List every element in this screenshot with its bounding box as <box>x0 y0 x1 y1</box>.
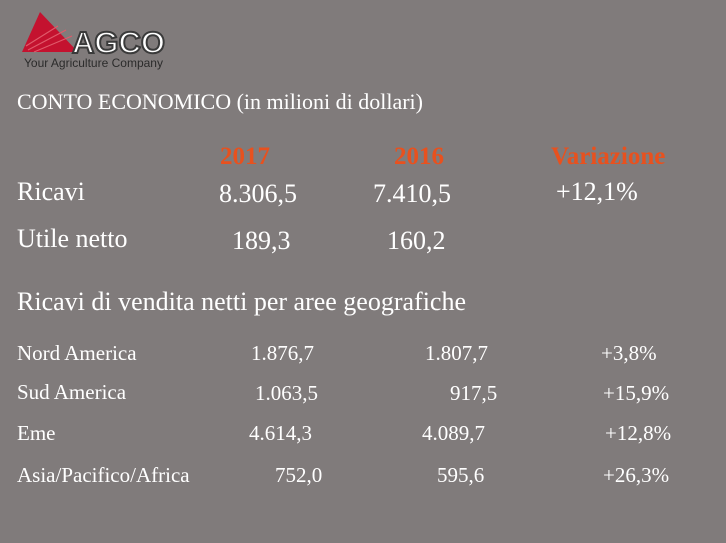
summary-label: Utile netto <box>17 224 128 253</box>
summary-variation: +12,1% <box>556 177 638 206</box>
header-variation: Variazione <box>551 143 666 170</box>
region-variation: +15,9% <box>603 381 670 405</box>
region-variation: +26,3% <box>603 463 670 487</box>
region-value-2016: 1.807,7 <box>425 341 488 365</box>
agco-triangle-icon <box>22 12 78 53</box>
summary-value-2017: 8.306,5 <box>219 179 297 208</box>
region-value-2017: 4.614,3 <box>249 421 312 445</box>
region-label: Asia/Pacifico/Africa <box>17 463 190 487</box>
region-value-2016: 917,5 <box>450 381 498 405</box>
region-variation: +3,8% <box>601 341 657 365</box>
page-title: CONTO ECONOMICO (in milioni di dollari) <box>17 89 423 114</box>
region-label: Eme <box>17 421 56 445</box>
summary-value-2016: 160,2 <box>387 226 446 255</box>
header-2016: 2016 <box>394 143 444 170</box>
region-label: Sud America <box>17 380 127 404</box>
summary-value-2016: 7.410,5 <box>373 179 451 208</box>
region-value-2017: 1.063,5 <box>255 381 318 405</box>
section-title: Ricavi di vendita netti per aree geograf… <box>17 287 467 316</box>
region-value-2017: 1.876,7 <box>251 341 314 365</box>
region-value-2016: 595,6 <box>437 463 485 487</box>
region-value-2016: 4.089,7 <box>422 421 485 445</box>
summary-label: Ricavi <box>17 177 85 206</box>
header-2017: 2017 <box>220 143 270 170</box>
agco-logo: AGCO Your Agriculture Company <box>18 8 198 72</box>
region-label: Nord America <box>17 341 137 365</box>
summary-value-2017: 189,3 <box>232 226 291 255</box>
region-value-2017: 752,0 <box>275 463 323 487</box>
region-variation: +12,8% <box>605 421 672 445</box>
logo-tagline: Your Agriculture Company <box>24 56 163 70</box>
logo-wordmark: AGCO <box>71 24 166 61</box>
